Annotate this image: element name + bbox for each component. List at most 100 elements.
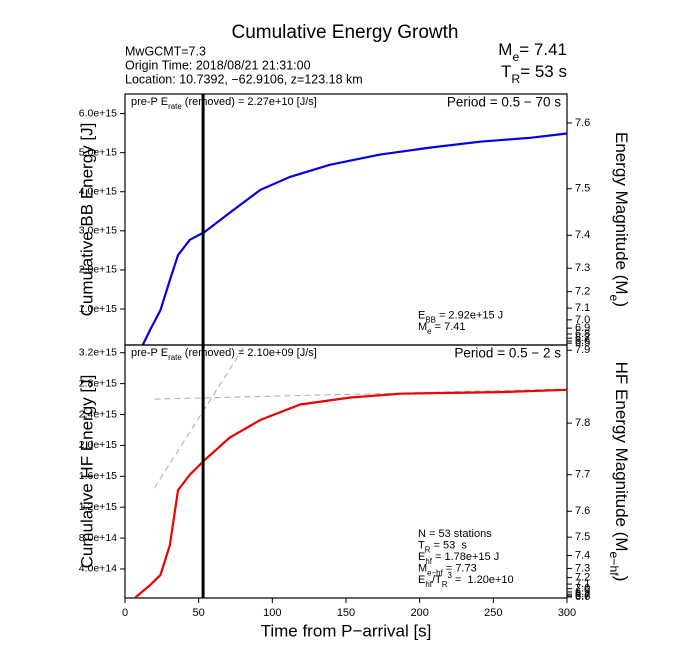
annotation-summary-part: M — [418, 321, 427, 333]
x-tick-label: 100 — [263, 607, 281, 619]
y2-axis-label: HF Energy Magnitude (Me−hf) — [607, 362, 631, 582]
plot-frame — [124, 93, 568, 346]
reference-line — [154, 388, 568, 400]
annotation-summary: Ehf/TR3 = 1.20e+10 — [418, 571, 514, 589]
y2-axis-label-part: HF Energy Magnitude (M — [612, 362, 631, 552]
annotation-period: Period = 0.5 − 2 s — [454, 346, 561, 361]
y2-tick-label: 7.3 — [575, 562, 590, 574]
y2-tick-label: 6.8 — [575, 588, 590, 600]
x-tick-label: 150 — [337, 607, 355, 619]
annotation-prep-part: (removed) = 2.27e+10 [J/s] — [182, 96, 317, 108]
header-summary-part: T — [501, 62, 511, 81]
annotation-summary-part: E — [418, 309, 425, 321]
series-line — [141, 132, 568, 346]
y2-tick-label: 7.5 — [575, 183, 590, 195]
annotation-prep-part: pre-P E — [131, 347, 168, 359]
y2-tick-label: 6.8 — [575, 328, 590, 340]
y-tick-label: 1.0e+15 — [79, 303, 117, 315]
annotation-summary-sub: e−hf — [427, 568, 443, 577]
y-tick-label: 4.0e+15 — [79, 186, 117, 198]
annotation-period: Period = 0.5 − 70 s — [447, 95, 561, 110]
y2-tick-label: 7.0 — [575, 583, 590, 595]
y2-tick-label: 7.1 — [575, 302, 590, 314]
y2-tick-label: 7.2 — [575, 572, 590, 584]
y2-tick-label: 6.9 — [575, 586, 590, 598]
reference-line — [154, 344, 246, 489]
y-tick-label: 8.0e+14 — [79, 532, 117, 544]
annotation-summary-part: /T — [432, 574, 442, 586]
y2-tick-label: 7.9 — [575, 344, 590, 356]
annotation-summary-sub: R — [442, 580, 448, 589]
y2-tick-label: 7.8 — [575, 417, 590, 429]
y-tick-label: 6.0e+15 — [79, 107, 117, 119]
header-info: Location: 10.7392, −62.9106, z=123.18 km — [125, 72, 363, 86]
plot-frame — [124, 344, 568, 599]
y2-tick-label: 7.6 — [575, 117, 590, 129]
header-summary: Me= 7.41 — [498, 40, 567, 64]
y2-tick-label: 7.1 — [575, 578, 590, 590]
annotation-summary: Me = 7.41 — [418, 321, 466, 336]
header-summary-part: = 53 s — [520, 62, 567, 81]
y-tick-label: 2.0e+15 — [79, 264, 117, 276]
annotation-summary-sup: 3 — [447, 571, 452, 580]
y2-tick-label: 7.0 — [575, 314, 590, 326]
y2-tick-label: 6.5 — [575, 337, 590, 349]
annotation-prep: pre-P Erate (removed) = 2.10e+09 [J/s] — [131, 347, 317, 362]
y2-tick-label: 7.4 — [575, 229, 590, 241]
header-info: MwGCMT=7.3 — [125, 44, 206, 58]
series-line — [134, 388, 568, 599]
x-tick-label: 300 — [558, 607, 576, 619]
annotation-summary-part: = 1.78e+15 J — [432, 551, 499, 563]
header-summary: TR= 53 s — [501, 62, 567, 86]
y2-axis-label-part: ) — [612, 301, 631, 307]
y-tick-label: 2.4e+15 — [79, 408, 117, 420]
y-axis-label: Cumulative BB Energy [J] — [77, 123, 96, 317]
y2-tick-label: 6.9 — [575, 322, 590, 334]
annotation-summary-part: E — [418, 574, 425, 586]
annotation-summary-sub: hf — [425, 580, 432, 589]
annotation-summary-sub: e — [427, 327, 432, 336]
annotation-summary-sub: hf — [425, 557, 432, 566]
annotation-summary: EBB = 2.92e+15 J — [418, 309, 503, 324]
annotation-prep-sub: rate — [168, 102, 182, 111]
y2-axis-label-sub: e — [607, 295, 621, 302]
annotation-summary-part: E — [418, 551, 425, 563]
annotation-summary-part: = 53 s — [430, 539, 467, 551]
y-tick-label: 2.0e+15 — [79, 439, 117, 451]
header-summary-sub: R — [511, 72, 520, 86]
x-tick-label: 200 — [410, 607, 428, 619]
y2-tick-label: 7.6 — [575, 505, 590, 517]
header-summary-sub: e — [512, 50, 519, 64]
x-tick-label: 50 — [193, 607, 205, 619]
y-tick-label: 3.2e+15 — [79, 347, 117, 359]
annotation-summary-part: = 2.92e+15 J — [436, 309, 503, 321]
header-summary-part: = 7.41 — [519, 40, 567, 59]
y-tick-label: 1.2e+15 — [79, 501, 117, 513]
y2-tick-label: 6.6 — [575, 335, 590, 347]
annotation-summary-sub: R — [425, 545, 431, 554]
y-tick-label: 1.6e+15 — [79, 470, 117, 482]
title: Cumulative Energy Growth — [231, 22, 458, 43]
y-tick-label: 4.0e+14 — [79, 563, 117, 575]
y-tick-label: 5.0e+15 — [79, 146, 117, 158]
annotation-summary: Ehf = 1.78e+15 J — [418, 551, 499, 566]
annotation-summary: TR = 53 s — [418, 539, 467, 554]
annotation-summary-sub: BB — [425, 315, 436, 324]
y2-tick-label: 6.6 — [575, 591, 590, 603]
annotation-prep: pre-P Erate (removed) = 2.27e+10 [J/s] — [131, 96, 317, 111]
y-axis-label: Cumulative HF Energy [J] — [77, 375, 96, 569]
y2-axis-label-sub: e−hf — [607, 552, 621, 577]
y2-tick-label: 7.4 — [575, 549, 590, 561]
y2-tick-label: 7.2 — [575, 286, 590, 298]
y2-tick-label: 6.7 — [575, 332, 590, 344]
annotation-summary-part: M — [418, 562, 427, 574]
y-tick-label: 3.0e+15 — [79, 225, 117, 237]
header-summary-part: M — [498, 40, 512, 59]
annotation-summary: Me−hf = 7.73 — [418, 562, 477, 577]
annotation-prep-sub: rate — [168, 353, 182, 362]
annotation-summary-part: N = 53 stations — [418, 528, 492, 540]
y-tick-label: 2.8e+15 — [79, 377, 117, 389]
x-axis-label: Time from P−arrival [s] — [261, 621, 432, 640]
y2-axis-label-part: Energy Magnitude (M — [612, 132, 631, 295]
